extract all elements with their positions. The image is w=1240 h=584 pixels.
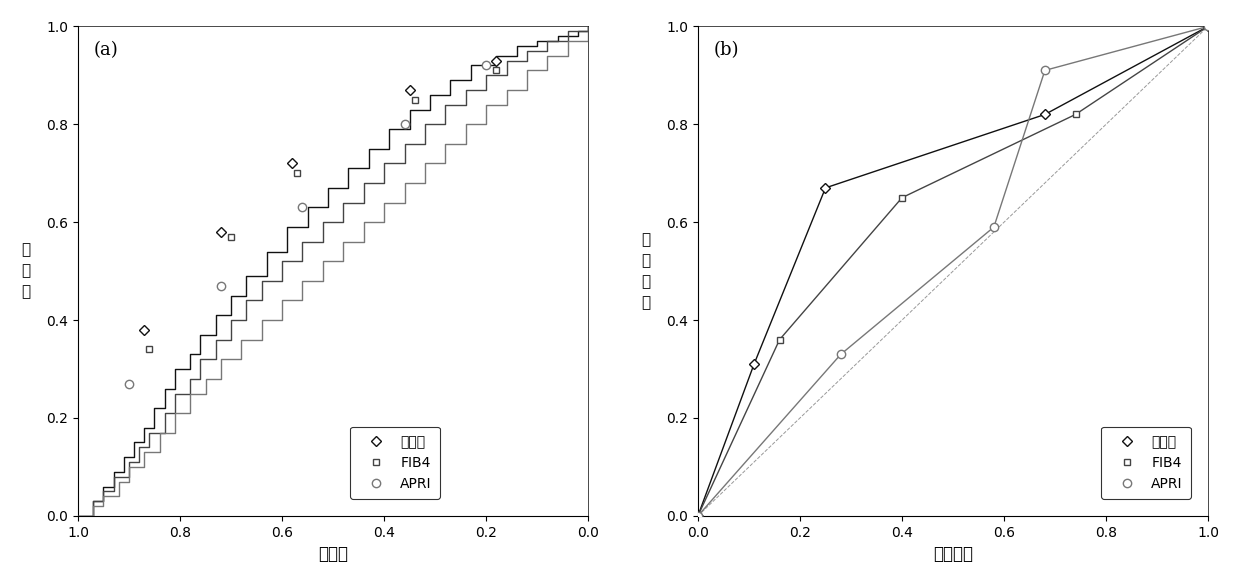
X-axis label: 特异性: 特异性 xyxy=(319,545,348,563)
Text: (a): (a) xyxy=(93,41,118,59)
APRI xyxy=(122,380,136,387)
APRI xyxy=(1200,23,1215,30)
APRI xyxy=(1038,67,1053,74)
APRI xyxy=(295,204,310,211)
Y-axis label: 灵
敏
度: 灵 敏 度 xyxy=(21,242,30,300)
FIB4 xyxy=(290,170,305,177)
FIB4 xyxy=(1068,111,1083,118)
APRI xyxy=(691,512,706,519)
Line: FIB4: FIB4 xyxy=(146,67,500,353)
Line: 列线图: 列线图 xyxy=(694,23,1211,519)
列线图 xyxy=(746,361,761,368)
APRI xyxy=(987,224,1002,231)
列线图 xyxy=(489,57,503,64)
FIB4 xyxy=(407,96,422,103)
列线图 xyxy=(213,228,228,235)
APRI xyxy=(479,62,494,69)
Legend: 列线图, FIB4, APRI: 列线图, FIB4, APRI xyxy=(350,426,440,499)
Line: 列线图: 列线图 xyxy=(141,57,500,333)
Line: FIB4: FIB4 xyxy=(694,23,1211,519)
APRI xyxy=(833,351,848,358)
Y-axis label: 真
阳
性
率: 真 阳 性 率 xyxy=(641,232,650,310)
列线图 xyxy=(818,185,833,192)
列线图 xyxy=(1038,111,1053,118)
FIB4 xyxy=(691,512,706,519)
Text: (b): (b) xyxy=(713,41,739,59)
Legend: 列线图, FIB4, APRI: 列线图, FIB4, APRI xyxy=(1101,426,1190,499)
Line: APRI: APRI xyxy=(125,61,490,388)
FIB4 xyxy=(223,234,238,241)
APRI xyxy=(213,282,228,289)
FIB4 xyxy=(141,346,156,353)
APRI xyxy=(397,121,412,128)
列线图 xyxy=(691,512,706,519)
列线图 xyxy=(402,86,417,93)
FIB4 xyxy=(489,67,503,74)
FIB4 xyxy=(773,336,787,343)
列线图 xyxy=(1200,23,1215,30)
列线图 xyxy=(136,326,151,333)
FIB4 xyxy=(894,194,909,201)
X-axis label: 假阳性率: 假阳性率 xyxy=(932,545,973,563)
Line: APRI: APRI xyxy=(693,22,1213,520)
FIB4 xyxy=(1200,23,1215,30)
列线图 xyxy=(285,160,300,167)
